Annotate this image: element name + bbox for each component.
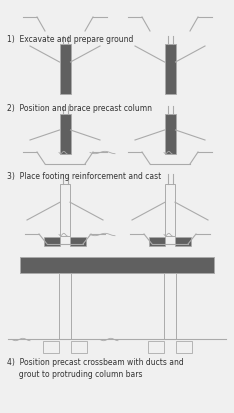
Bar — [60, 185, 70, 236]
Bar — [59, 115, 70, 154]
Bar — [43, 341, 59, 353]
Text: 2)  Position and brace precast column: 2) Position and brace precast column — [7, 104, 152, 113]
Bar — [164, 273, 176, 339]
Bar — [59, 273, 71, 339]
Bar — [148, 341, 164, 353]
Text: 1)  Excavate and prepare ground: 1) Excavate and prepare ground — [7, 35, 133, 44]
Text: 3)  Place footing reinforcement and cast: 3) Place footing reinforcement and cast — [7, 171, 161, 180]
Bar — [71, 341, 87, 353]
Bar — [165, 185, 175, 236]
Bar — [59, 45, 70, 95]
Bar — [70, 237, 86, 247]
Bar — [176, 341, 192, 353]
Text: 4)  Position precast crossbeam with ducts and
     grout to protruding column ba: 4) Position precast crossbeam with ducts… — [7, 357, 184, 378]
Bar — [175, 237, 191, 247]
Bar — [44, 237, 60, 247]
Bar — [20, 257, 214, 273]
Bar — [149, 237, 165, 247]
Bar — [165, 45, 176, 95]
Bar — [165, 115, 176, 154]
